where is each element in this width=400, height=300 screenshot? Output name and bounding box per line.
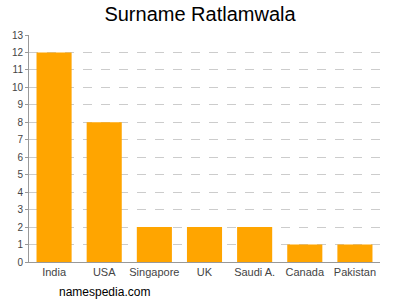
svg-text:10: 10	[12, 82, 24, 93]
svg-text:USA: USA	[93, 266, 116, 278]
svg-text:Surname Ratlamwala: Surname Ratlamwala	[104, 3, 296, 25]
svg-text:namespedia.com: namespedia.com	[59, 285, 150, 299]
svg-text:6: 6	[17, 152, 23, 163]
svg-text:Pakistan: Pakistan	[334, 266, 376, 278]
svg-text:5: 5	[17, 169, 23, 180]
svg-text:Canada: Canada	[286, 266, 325, 278]
svg-text:0: 0	[17, 257, 23, 268]
svg-text:1: 1	[17, 239, 23, 250]
svg-text:8: 8	[17, 117, 23, 128]
svg-text:9: 9	[17, 99, 23, 110]
svg-text:UK: UK	[197, 266, 213, 278]
svg-text:India: India	[42, 266, 67, 278]
svg-text:3: 3	[17, 204, 23, 215]
svg-text:2: 2	[17, 222, 23, 233]
svg-text:4: 4	[17, 187, 23, 198]
svg-text:Saudi A.: Saudi A.	[234, 266, 275, 278]
svg-text:Singapore: Singapore	[129, 266, 179, 278]
svg-text:12: 12	[12, 47, 24, 58]
svg-text:13: 13	[12, 30, 24, 41]
svg-text:7: 7	[17, 134, 23, 145]
svg-text:11: 11	[13, 64, 24, 75]
